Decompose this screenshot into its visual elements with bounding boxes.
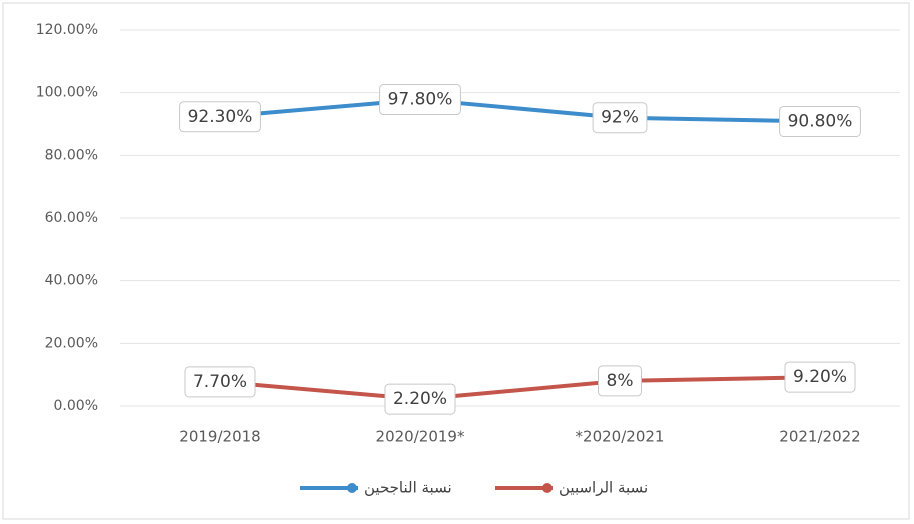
- data-label-text: 2.20%: [393, 389, 447, 409]
- y-tick-label: 80.00%: [45, 147, 98, 163]
- x-tick-label: 2019/2018: [179, 428, 260, 446]
- legend-marker: [347, 483, 357, 493]
- data-label-text: 9.20%: [793, 367, 847, 387]
- data-label-box: [784, 361, 856, 393]
- legend-label: نسبة الراسبين: [559, 479, 648, 497]
- series-line: [218, 375, 822, 402]
- y-tick-label: 0.00%: [54, 398, 98, 414]
- data-label-box: [379, 84, 461, 116]
- data-label-box: [592, 102, 648, 134]
- data-label: 92%: [592, 102, 648, 134]
- data-label: 7.70%: [184, 366, 256, 398]
- x-tick-label: 2020/2019*: [376, 428, 465, 446]
- y-tick-label: 60.00%: [45, 210, 98, 226]
- data-label-text: 97.80%: [388, 90, 453, 110]
- data-label: 9.20%: [784, 361, 856, 393]
- data-label-text: 90.80%: [788, 111, 853, 131]
- legend-marker: [542, 483, 552, 493]
- data-label-text: 8%: [607, 371, 634, 391]
- data-label: 90.80%: [779, 105, 861, 137]
- x-tick-label: *2020/2021: [576, 428, 665, 446]
- data-label-text: 92.30%: [188, 107, 253, 127]
- data-label-box: [184, 366, 256, 398]
- y-tick-label: 40.00%: [45, 273, 98, 289]
- data-label: 92.30%: [179, 101, 261, 133]
- y-tick-label: 120.00%: [36, 22, 98, 38]
- x-tick-label: 2021/2022: [779, 428, 860, 446]
- y-tick-label: 100.00%: [36, 85, 98, 101]
- legend-label: نسبة الناجحين: [364, 479, 452, 497]
- data-label: 8%: [598, 365, 642, 397]
- data-label-box: [384, 383, 456, 415]
- data-label: 2.20%: [384, 383, 456, 415]
- data-label-text: 7.70%: [193, 372, 247, 392]
- data-label-box: [779, 105, 861, 137]
- data-label-box: [179, 101, 261, 133]
- y-tick-label: 20.00%: [45, 335, 98, 351]
- data-label: 97.80%: [379, 84, 461, 116]
- series-line: [218, 97, 822, 124]
- data-label-text: 92%: [601, 108, 639, 128]
- data-label-box: [598, 365, 642, 397]
